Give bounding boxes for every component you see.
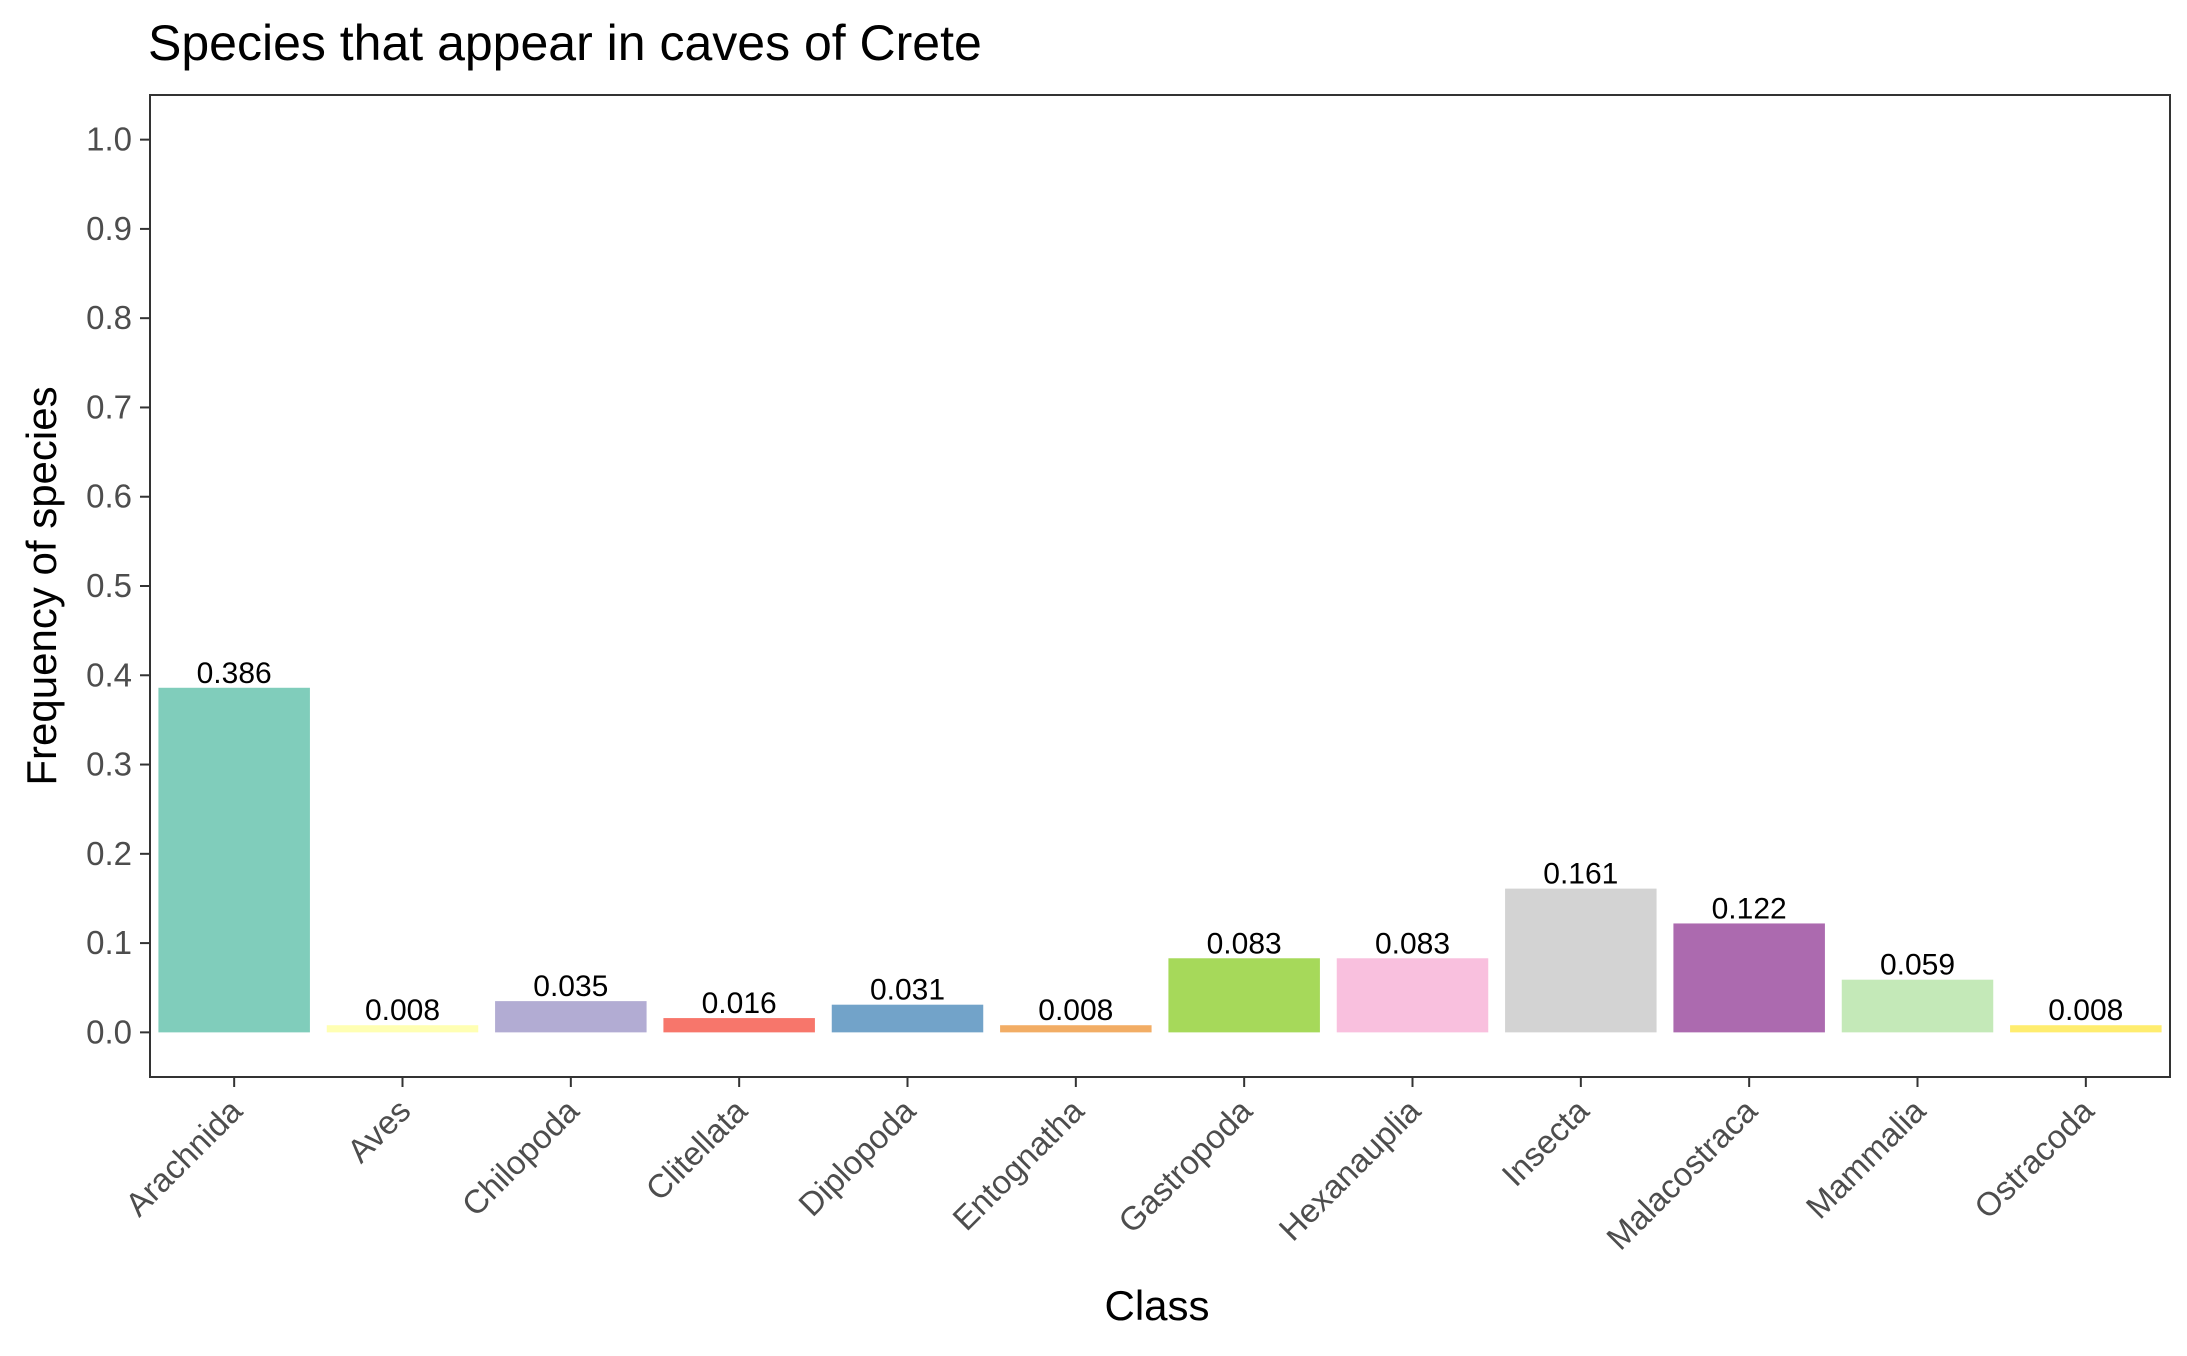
bar-value-label: 0.083: [1375, 927, 1450, 960]
y-tick-label: 0.4: [86, 656, 132, 693]
x-axis-title: Class: [1104, 1282, 1209, 1329]
bar-clitellata: [663, 1018, 815, 1033]
y-axis: 0.0 0.1 0.2 0.3 0.4 0.5 0.6 0.7 0.8 0.9 1.0: [86, 121, 150, 1050]
bar-value-label: 0.008: [2048, 994, 2123, 1027]
bar-value-label: 0.122: [1712, 892, 1787, 925]
y-tick-label: 0.5: [86, 567, 132, 604]
bar-ostracoda: [2010, 1025, 2162, 1033]
y-tick-label: 1.0: [86, 121, 132, 158]
bar-value-label: 0.035: [533, 970, 608, 1003]
y-tick-label: 0.3: [86, 746, 132, 783]
bar-hexanauplia: [1336, 958, 1489, 1033]
bar-malacostraca: [1673, 923, 1825, 1033]
chart-title: Species that appear in caves of Crete: [148, 15, 982, 71]
bar-arachnida: [158, 687, 310, 1033]
y-tick-label: 0.0: [86, 1013, 132, 1050]
bar-chilopoda: [495, 1001, 647, 1033]
bar-aves: [326, 1025, 479, 1033]
bar-value-label: 0.161: [1543, 858, 1618, 891]
bar-value-label: 0.008: [1038, 994, 1113, 1027]
plot-panel-border: [149, 94, 2171, 1078]
bar-value-label: 0.016: [702, 987, 777, 1020]
bar-insecta: [1505, 888, 1657, 1033]
bar-value-label: 0.059: [1880, 949, 1955, 982]
bar-entognatha: [1000, 1025, 1152, 1033]
bar-diplopoda: [831, 1004, 984, 1033]
y-tick-label: 0.9: [86, 210, 132, 247]
bar-value-labels: 0.386 0.008 0.035 0.016 0.031 0.008 0.083 0.083…: [197, 657, 2124, 1027]
bar-value-label: 0.031: [870, 974, 945, 1007]
bar-value-label: 0.386: [197, 657, 272, 690]
bar-value-label: 0.008: [365, 994, 440, 1027]
y-axis-title: Frequency of species: [18, 386, 65, 785]
bar-mammalia: [1841, 979, 1994, 1033]
y-tick-label: 0.6: [86, 478, 132, 515]
y-tick-label: 0.7: [86, 388, 132, 425]
bar-gastropoda: [1168, 958, 1320, 1033]
bar-value-label: 0.083: [1207, 927, 1282, 960]
y-tick-label: 0.8: [86, 299, 132, 336]
bars: [158, 687, 2162, 1033]
y-tick-label: 0.2: [86, 835, 132, 872]
y-tick-label: 0.1: [86, 924, 132, 961]
